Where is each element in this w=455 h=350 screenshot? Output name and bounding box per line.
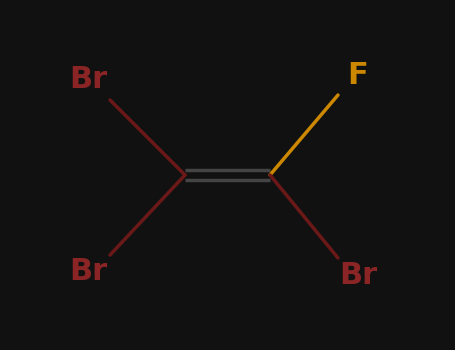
Text: Br: Br — [339, 260, 377, 289]
Text: Br: Br — [69, 258, 107, 287]
Text: Br: Br — [69, 65, 107, 95]
Text: F: F — [348, 62, 369, 91]
